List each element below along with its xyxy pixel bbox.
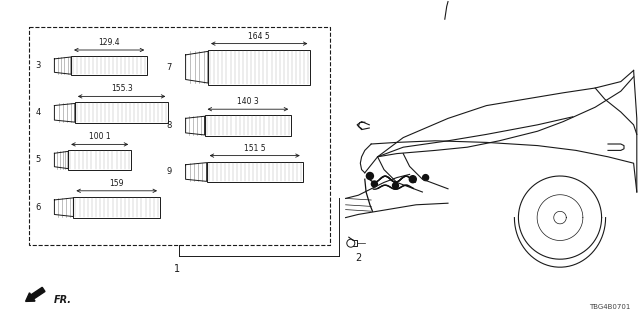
Circle shape: [371, 181, 378, 187]
Circle shape: [422, 175, 429, 180]
Text: 3: 3: [35, 61, 40, 70]
Text: 164 5: 164 5: [248, 32, 270, 41]
Text: 151 5: 151 5: [244, 144, 266, 153]
Text: 129.4: 129.4: [99, 38, 120, 47]
FancyArrow shape: [26, 287, 45, 301]
Text: 6: 6: [35, 203, 40, 212]
Text: 4: 4: [35, 108, 40, 117]
Bar: [208, 50, 310, 85]
Text: 9: 9: [166, 167, 172, 177]
Bar: [205, 115, 291, 136]
Text: 159: 159: [109, 179, 124, 188]
Text: TBG4B0701: TBG4B0701: [589, 304, 630, 310]
Text: 1: 1: [174, 264, 180, 274]
Text: 140 3: 140 3: [237, 97, 259, 106]
Circle shape: [392, 183, 399, 188]
Bar: [68, 150, 131, 170]
Text: 2: 2: [356, 253, 362, 263]
Circle shape: [367, 172, 373, 180]
Bar: [207, 162, 303, 182]
Text: 155.3: 155.3: [111, 84, 132, 93]
Text: FR.: FR.: [54, 295, 72, 305]
Bar: [75, 102, 168, 123]
Text: 100 1: 100 1: [89, 132, 111, 141]
Text: 8: 8: [166, 121, 172, 130]
Text: 7: 7: [166, 63, 172, 72]
Bar: [29, 27, 330, 245]
Text: 5: 5: [35, 156, 40, 164]
Bar: [74, 197, 160, 218]
Circle shape: [410, 176, 416, 183]
Bar: [71, 56, 147, 75]
